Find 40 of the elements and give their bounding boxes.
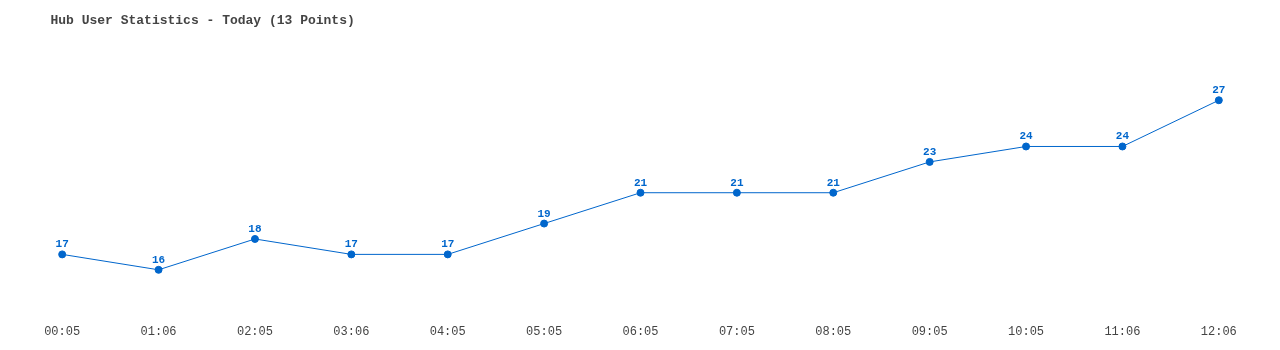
point: [154, 265, 163, 274]
data-label: 16: [151, 253, 166, 266]
x-tick-label: 10:05: [1008, 324, 1045, 339]
point: [1214, 96, 1223, 105]
data-label: 17: [344, 238, 358, 251]
point: [347, 250, 356, 259]
x-tick-label: 02:05: [236, 324, 273, 339]
x-tick-label: 05:05: [526, 324, 563, 339]
data-label: 21: [730, 176, 744, 189]
point: [58, 250, 67, 259]
point: [636, 188, 645, 197]
point: [1022, 142, 1031, 151]
point: [540, 219, 549, 228]
point: [250, 234, 259, 243]
point: [925, 157, 934, 166]
data-label: 27: [1212, 84, 1226, 97]
x-tick-label: 04:05: [429, 324, 466, 339]
point: [443, 250, 452, 259]
x-tick-label: 07:05: [718, 324, 755, 339]
x-tick-label: 06:05: [622, 324, 659, 339]
point: [732, 188, 741, 197]
x-tick-label: 01:06: [140, 324, 177, 339]
data-label: 19: [537, 207, 551, 220]
point: [1118, 142, 1127, 151]
chart-title: Hub User Statistics - Today (13 Points): [50, 12, 355, 28]
data-label: 21: [826, 176, 841, 189]
data-label: 17: [55, 238, 69, 251]
x-tick-label: 09:05: [911, 324, 948, 339]
data-label: 24: [1019, 130, 1034, 143]
x-tick-label: 12:06: [1200, 324, 1237, 339]
x-tick-label: 03:06: [333, 324, 370, 339]
data-label: 17: [441, 238, 455, 251]
data-label: 18: [248, 222, 262, 235]
x-tick-label: 00:05: [44, 324, 81, 339]
x-tick-label: 08:05: [815, 324, 852, 339]
point: [829, 188, 838, 197]
data-label: 24: [1115, 130, 1130, 143]
data-label: 21: [633, 176, 648, 189]
x-tick-label: 11:06: [1104, 324, 1141, 339]
data-label: 23: [923, 145, 937, 158]
